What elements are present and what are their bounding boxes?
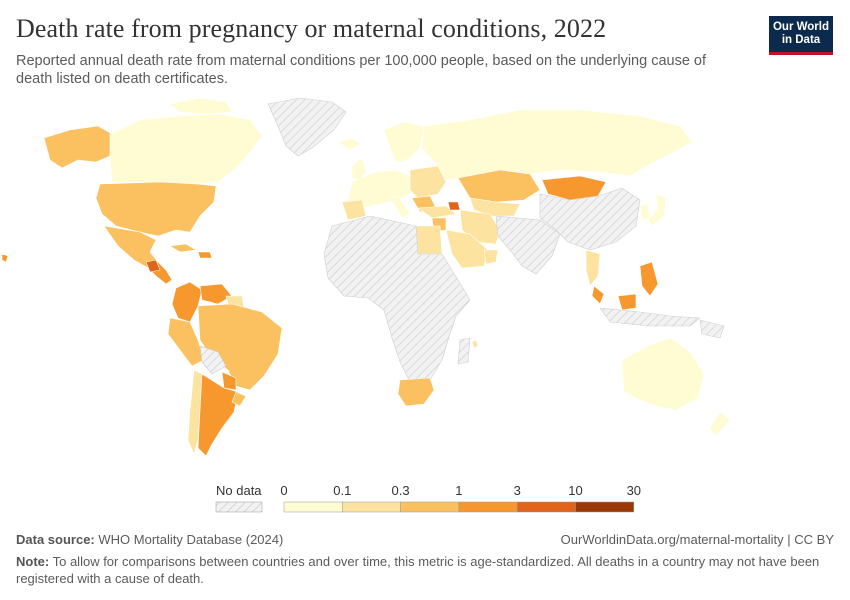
region-russia[interactable] (421, 109, 693, 181)
region-canada[interactable] (109, 113, 263, 185)
region-china[interactable] (539, 187, 641, 251)
chart-subtitle: Reported annual death rate from maternal… (16, 53, 707, 87)
source-line: Data source: WHO Mortality Database (202… (16, 532, 283, 547)
region-thailand[interactable] (585, 249, 601, 287)
region-guatemala[interactable] (145, 259, 161, 273)
region-caribbean[interactable] (197, 251, 213, 259)
region-australia[interactable] (621, 337, 705, 411)
note-label: Note: (16, 554, 50, 569)
region-greenland[interactable] (267, 97, 347, 157)
legend-tick-label: 10 (568, 483, 582, 498)
region-korea[interactable] (639, 203, 651, 221)
region-peru[interactable] (167, 317, 205, 367)
region-alaska[interactable] (43, 125, 113, 169)
legend-bin-3[interactable] (458, 501, 518, 513)
region-cuba[interactable] (169, 243, 197, 253)
legend-bin-4[interactable] (516, 501, 576, 513)
region-madagascar[interactable] (457, 337, 471, 365)
region-brazil[interactable] (197, 303, 283, 391)
legend-tick-label: 0 (280, 483, 287, 498)
region-borneo[interactable] (617, 293, 637, 311)
region-egypt[interactable] (415, 225, 443, 255)
legend-svg: No data 0 0.1 0.3 1 3 10 30 (215, 483, 641, 513)
legend-bin-1[interactable] (342, 501, 401, 513)
region-paraguay[interactable] (221, 371, 237, 391)
region-south-africa[interactable] (397, 377, 435, 407)
region-iceland[interactable] (337, 137, 361, 151)
region-iberia[interactable] (341, 199, 367, 221)
region-mauritius[interactable] (471, 339, 479, 349)
color-legend: No data 0 0.1 0.3 1 3 10 30 (214, 482, 654, 516)
chart-title: Death rate from pregnancy or maternal co… (16, 14, 607, 43)
region-png[interactable] (699, 319, 725, 339)
region-turkey[interactable] (417, 205, 457, 219)
legend-tick-label: 0.1 (333, 483, 351, 498)
region-scandinavia[interactable] (383, 121, 425, 163)
region-bolivia[interactable] (199, 345, 227, 375)
source-url-link[interactable]: OurWorldinData.org/maternal-mortality | … (560, 532, 834, 547)
legend-tick-label: 0.3 (392, 483, 410, 498)
region-venezuela[interactable] (199, 283, 233, 305)
region-uruguay[interactable] (231, 391, 247, 407)
logo-line-1: Our World (772, 21, 829, 33)
region-hawaii[interactable] (1, 253, 9, 263)
legend-no-data-swatch (215, 501, 263, 513)
world-map-svg (1, 97, 731, 457)
region-malaysia[interactable] (591, 285, 605, 305)
region-oman[interactable] (483, 249, 499, 265)
owid-logo[interactable]: Our World in Data (769, 16, 833, 55)
region-africa-no-data[interactable] (323, 215, 471, 383)
region-italy[interactable] (389, 195, 411, 219)
region-argentina[interactable] (197, 373, 239, 457)
region-philippines[interactable] (639, 261, 659, 297)
region-uk[interactable] (351, 157, 367, 181)
region-canadian-arctic[interactable] (169, 97, 233, 115)
legend-tick-label: 3 (514, 483, 521, 498)
source-label: Data source: (16, 532, 95, 547)
legend-bin-2[interactable] (400, 501, 460, 513)
note-line: Note: To allow for comparisons between c… (16, 553, 826, 587)
world-map (0, 90, 850, 470)
region-indonesia[interactable] (599, 307, 701, 327)
region-colombia[interactable] (171, 281, 203, 323)
note-text: To allow for comparisons between countri… (16, 554, 820, 586)
logo-line-2: in Data (781, 34, 821, 46)
region-south-asia-no-data[interactable] (495, 215, 561, 275)
source-text: WHO Mortality Database (2024) (98, 532, 284, 547)
region-caucasus[interactable] (447, 201, 461, 211)
region-usa[interactable] (95, 181, 217, 237)
region-central-asia[interactable] (469, 197, 521, 217)
legend-tick-label: 30 (627, 483, 641, 498)
legend-bin-5[interactable] (575, 501, 635, 513)
region-new-zealand[interactable] (709, 411, 731, 437)
region-japan[interactable] (647, 193, 667, 227)
legend-bin-0[interactable] (283, 501, 343, 513)
region-saudi[interactable] (445, 229, 489, 269)
legend-no-data-label: No data (216, 483, 262, 498)
legend-tick-label: 1 (455, 483, 462, 498)
